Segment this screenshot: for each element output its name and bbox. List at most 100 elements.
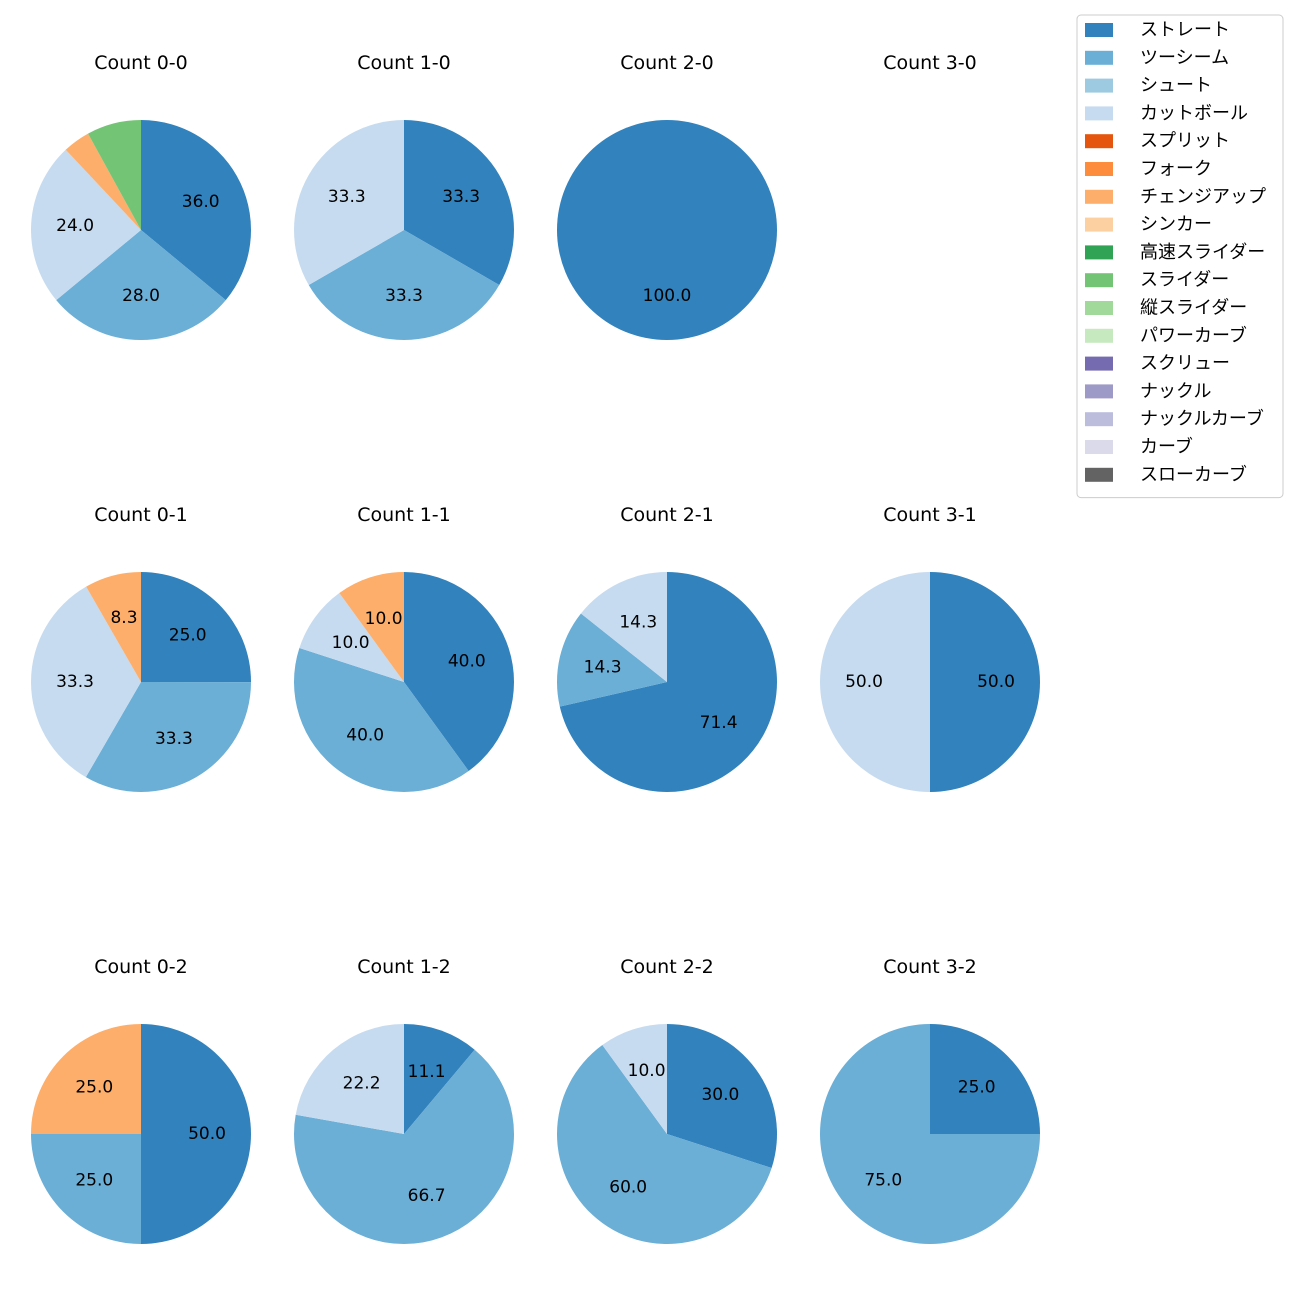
legend-swatch: [1085, 328, 1113, 343]
pie-slice: [295, 1024, 404, 1134]
pie-7: Count 2-1 71.4 14.3 14.3: [556, 504, 777, 792]
legend-swatch: [1085, 23, 1113, 37]
pie-slice-label: 25.0: [958, 1077, 996, 1097]
pie-slice-label: 10.0: [332, 633, 370, 653]
legend-swatch: [1085, 273, 1113, 288]
pie-slice: [559, 572, 777, 792]
pie-slice: [31, 1134, 141, 1244]
legend-swatch: [1085, 301, 1113, 315]
pie-slice-label: 25.0: [75, 1077, 113, 1097]
legend: ストレートツーシームシュートカットボールスプリットフォークチェンジアップシンカー…: [1076, 14, 1284, 499]
legend-swatch: [1085, 467, 1113, 482]
pie-slice: [30, 586, 142, 778]
legend-label: ツーシーム: [1140, 47, 1229, 68]
pie-9: Count 0-2 50.0 25.0 25.0: [31, 956, 251, 1244]
pie-slice-label: 100.0: [643, 286, 692, 306]
pie-slice-label: 33.3: [155, 729, 193, 749]
pie-slice: [404, 120, 514, 285]
pie-slice: [141, 120, 252, 301]
pie-slice-label: 75.0: [864, 1171, 902, 1191]
pie-title: Count 1-0: [357, 52, 451, 74]
pie-12: Count 3-2 25.0 75.0: [820, 956, 1040, 1244]
pie-slice-label: 30.0: [701, 1085, 739, 1105]
pie-slice: [86, 572, 141, 682]
pie-title: Count 1-2: [357, 956, 451, 978]
legend-swatch: [1085, 245, 1113, 260]
legend-swatch: [1085, 134, 1113, 149]
legend-label: チェンジアップ: [1140, 186, 1266, 207]
legend-swatch: [1085, 189, 1113, 204]
pie-slice-label: 11.1: [408, 1062, 446, 1082]
legend-swatch: [1085, 440, 1113, 454]
pie-1: Count 0-0 36.0 28.0 24.0: [30, 52, 252, 341]
pie-slice: [294, 120, 404, 285]
pie-title: Count 3-2: [883, 956, 977, 978]
legend-swatch: [1085, 162, 1113, 176]
pie-slice: [88, 120, 141, 230]
legend-label: パワーカーブ: [1140, 324, 1247, 346]
legend-label: シンカー: [1140, 214, 1212, 235]
pie-slice-label: 22.2: [343, 1073, 381, 1093]
pie-slice: [141, 1024, 251, 1244]
pie-slice: [56, 230, 226, 341]
legend-label: フォーク: [1140, 159, 1212, 180]
pie-slice-label: 8.3: [110, 608, 137, 628]
pie-slice: [293, 648, 469, 793]
pie-slice: [930, 572, 1040, 792]
legend-label: スプリット: [1140, 131, 1230, 152]
pie-title: Count 0-1: [94, 504, 188, 526]
pie-slice: [308, 230, 500, 340]
legend-swatch: [1085, 356, 1113, 371]
pie-slice-label: 71.4: [700, 713, 738, 733]
pie-slice: [580, 572, 667, 682]
pie-slice: [404, 572, 515, 771]
legend-swatch: [1085, 412, 1113, 427]
pie-slice: [299, 593, 404, 682]
pie-5: Count 0-1 25.0 33.3 33.3 8.3: [30, 504, 252, 793]
legend-label: スライダー: [1140, 270, 1229, 291]
legend-swatch: [1085, 106, 1113, 121]
pie-slice: [404, 1024, 475, 1134]
pie-11: Count 2-2 30.0 60.0 10.0: [557, 956, 778, 1244]
pie-slice: [557, 120, 777, 340]
pie-6: Count 1-1 40.0 40.0 10.0 10.0: [293, 504, 515, 793]
legend-label: カーブ: [1140, 436, 1193, 458]
legend-label: カットボール: [1140, 103, 1248, 124]
pie-slice-label: 28.0: [122, 286, 160, 306]
pie-slice-label: 24.0: [56, 216, 94, 236]
legend-label: スクリュー: [1140, 353, 1230, 374]
pie-title: Count 2-1: [620, 504, 714, 526]
pie-title: Count 0-0: [94, 52, 188, 74]
pie-slice-label: 14.3: [619, 613, 657, 633]
pie-slice-label: 10.0: [365, 609, 403, 629]
pie-slice: [820, 1024, 1040, 1244]
pie-slice-label: 60.0: [609, 1177, 647, 1197]
pie-slice: [820, 572, 930, 792]
pie-slice: [602, 1023, 667, 1134]
pie-slice-label: 50.0: [188, 1124, 226, 1144]
legend-swatch: [1085, 50, 1113, 65]
pie-slice: [556, 613, 667, 707]
pie-slice: [141, 572, 252, 683]
pie-slice-label: 33.3: [56, 672, 94, 692]
legend-swatch: [1085, 217, 1113, 232]
pie-slice: [30, 149, 142, 301]
pie-2: Count 1-0 33.3 33.3 33.3: [294, 52, 514, 340]
legend-swatch: [1085, 384, 1113, 399]
legend-label: 縦スライダー: [1140, 298, 1247, 319]
pie-slice: [31, 1024, 141, 1134]
pie-slice-label: 66.7: [408, 1186, 446, 1206]
pie-slice-label: 40.0: [346, 725, 384, 745]
pie-slice-label: 25.0: [75, 1171, 113, 1191]
pie-slice-label: 36.0: [182, 192, 220, 212]
pie-slice: [85, 682, 251, 793]
pie-title: Count 1-1: [357, 504, 451, 526]
pie-slice: [294, 1049, 515, 1245]
pie-slice-label: 50.0: [977, 672, 1015, 692]
legend-label: ストレート: [1140, 20, 1230, 41]
pie-title: Count 3-1: [883, 504, 977, 526]
pie-10: Count 1-2 11.1 66.7 22.2: [294, 956, 515, 1245]
pie-4: Count 3-0: [883, 52, 977, 74]
pie-8: Count 3-1 50.0 50.0: [820, 504, 1040, 792]
